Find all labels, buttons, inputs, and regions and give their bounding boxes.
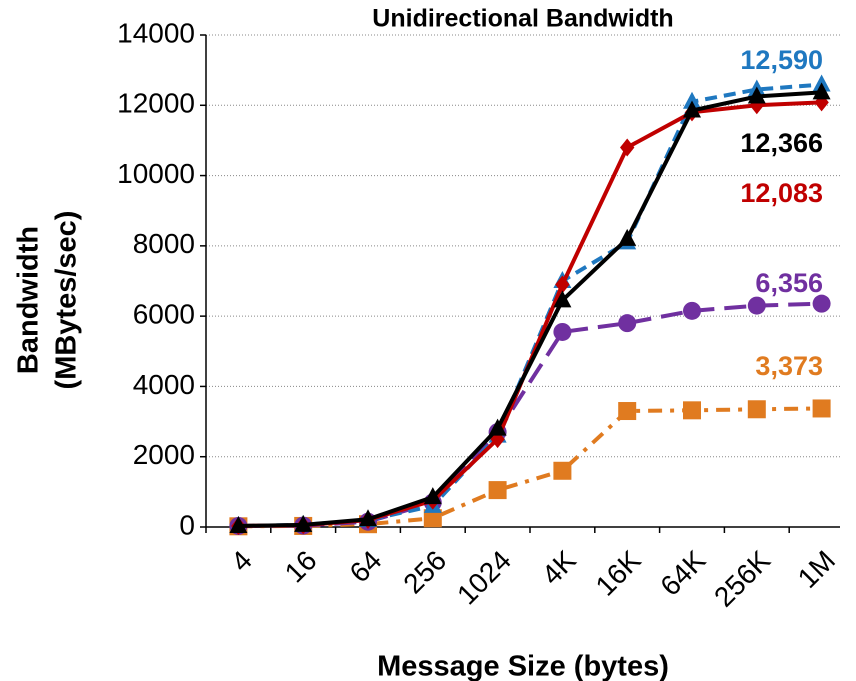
point: [423, 509, 442, 528]
x-axis-label: Message Size (bytes): [377, 651, 669, 681]
point: [553, 322, 572, 341]
point: [618, 228, 637, 246]
point: [812, 82, 831, 100]
x-tick-label: 16: [279, 545, 323, 589]
point: [747, 400, 766, 419]
point: [618, 402, 637, 421]
series-line: [238, 90, 822, 528]
point: [749, 96, 764, 115]
point: [812, 399, 831, 418]
y-tick-label: 6000: [133, 299, 195, 330]
chart-title: Unidirectional Bandwidth: [372, 5, 673, 33]
x-tick-label: 16K: [590, 544, 647, 601]
x-tick-label: 64: [344, 545, 388, 589]
point: [683, 91, 701, 109]
point: [553, 290, 572, 308]
point: [359, 509, 377, 527]
point: [812, 294, 831, 313]
x-tick-label: 4K: [536, 544, 582, 590]
y-tick-label: 12000: [117, 88, 195, 119]
point: [747, 296, 766, 315]
point: [618, 314, 637, 333]
y-tick-label: 8000: [133, 228, 195, 259]
y-axis-label: Bandwidth: [13, 226, 45, 374]
x-tick-label: 1024: [451, 545, 517, 611]
series-line: [238, 406, 822, 529]
point: [747, 86, 766, 104]
x-tick-label: 256: [397, 545, 452, 600]
y-tick-label: 10000: [117, 158, 195, 189]
point: [683, 100, 701, 118]
point: [488, 481, 507, 500]
series-line: [238, 301, 822, 528]
point: [488, 418, 507, 436]
point: [229, 515, 248, 533]
data-label: 6,356: [755, 268, 823, 298]
y-tick-label: 14000: [117, 17, 195, 48]
point: [555, 275, 570, 294]
y-tick-label: 4000: [133, 369, 195, 400]
point: [294, 514, 313, 532]
y-tick-label: 2000: [133, 439, 195, 470]
y-tick-label: 0: [179, 509, 195, 540]
point: [423, 487, 442, 505]
point: [620, 138, 635, 157]
x-tick-label: 1M: [792, 545, 841, 594]
x-tick-label: 256K: [708, 544, 776, 612]
point: [553, 461, 572, 480]
data-label: 3,373: [755, 351, 823, 381]
series-line: [238, 100, 822, 528]
y-axis-label: (MBytes/sec): [51, 211, 83, 390]
x-tick-label: 4: [225, 545, 258, 578]
point: [683, 301, 701, 320]
data-label: 12,366: [740, 128, 823, 158]
series-line: [238, 82, 822, 528]
x-tick-label: 64K: [654, 544, 711, 601]
point: [683, 401, 701, 420]
data-label: 12,083: [740, 178, 823, 208]
data-label: 12,590: [740, 45, 823, 75]
